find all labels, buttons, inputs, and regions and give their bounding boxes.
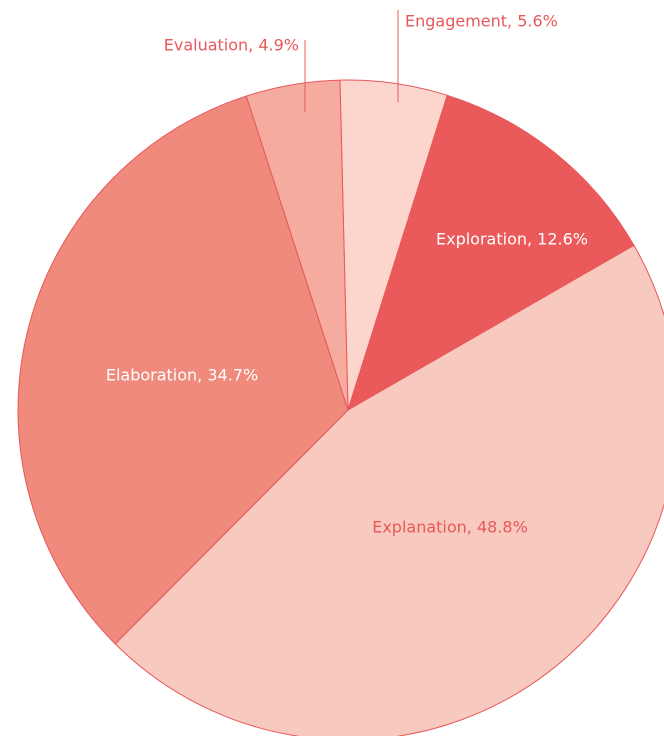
slice-label: Exploration, 12.6% xyxy=(436,230,588,249)
pie-slice xyxy=(245,79,349,411)
pie-slice xyxy=(17,95,349,645)
pie-slice xyxy=(114,244,664,736)
slice-label: Elaboration, 34.7% xyxy=(106,366,258,385)
slice-label: Explanation, 48.8% xyxy=(372,518,528,537)
slice-label: Evaluation, 4.9% xyxy=(164,36,299,55)
pie-slice xyxy=(347,94,635,412)
slice-label: Engagement, 5.6% xyxy=(405,12,558,31)
